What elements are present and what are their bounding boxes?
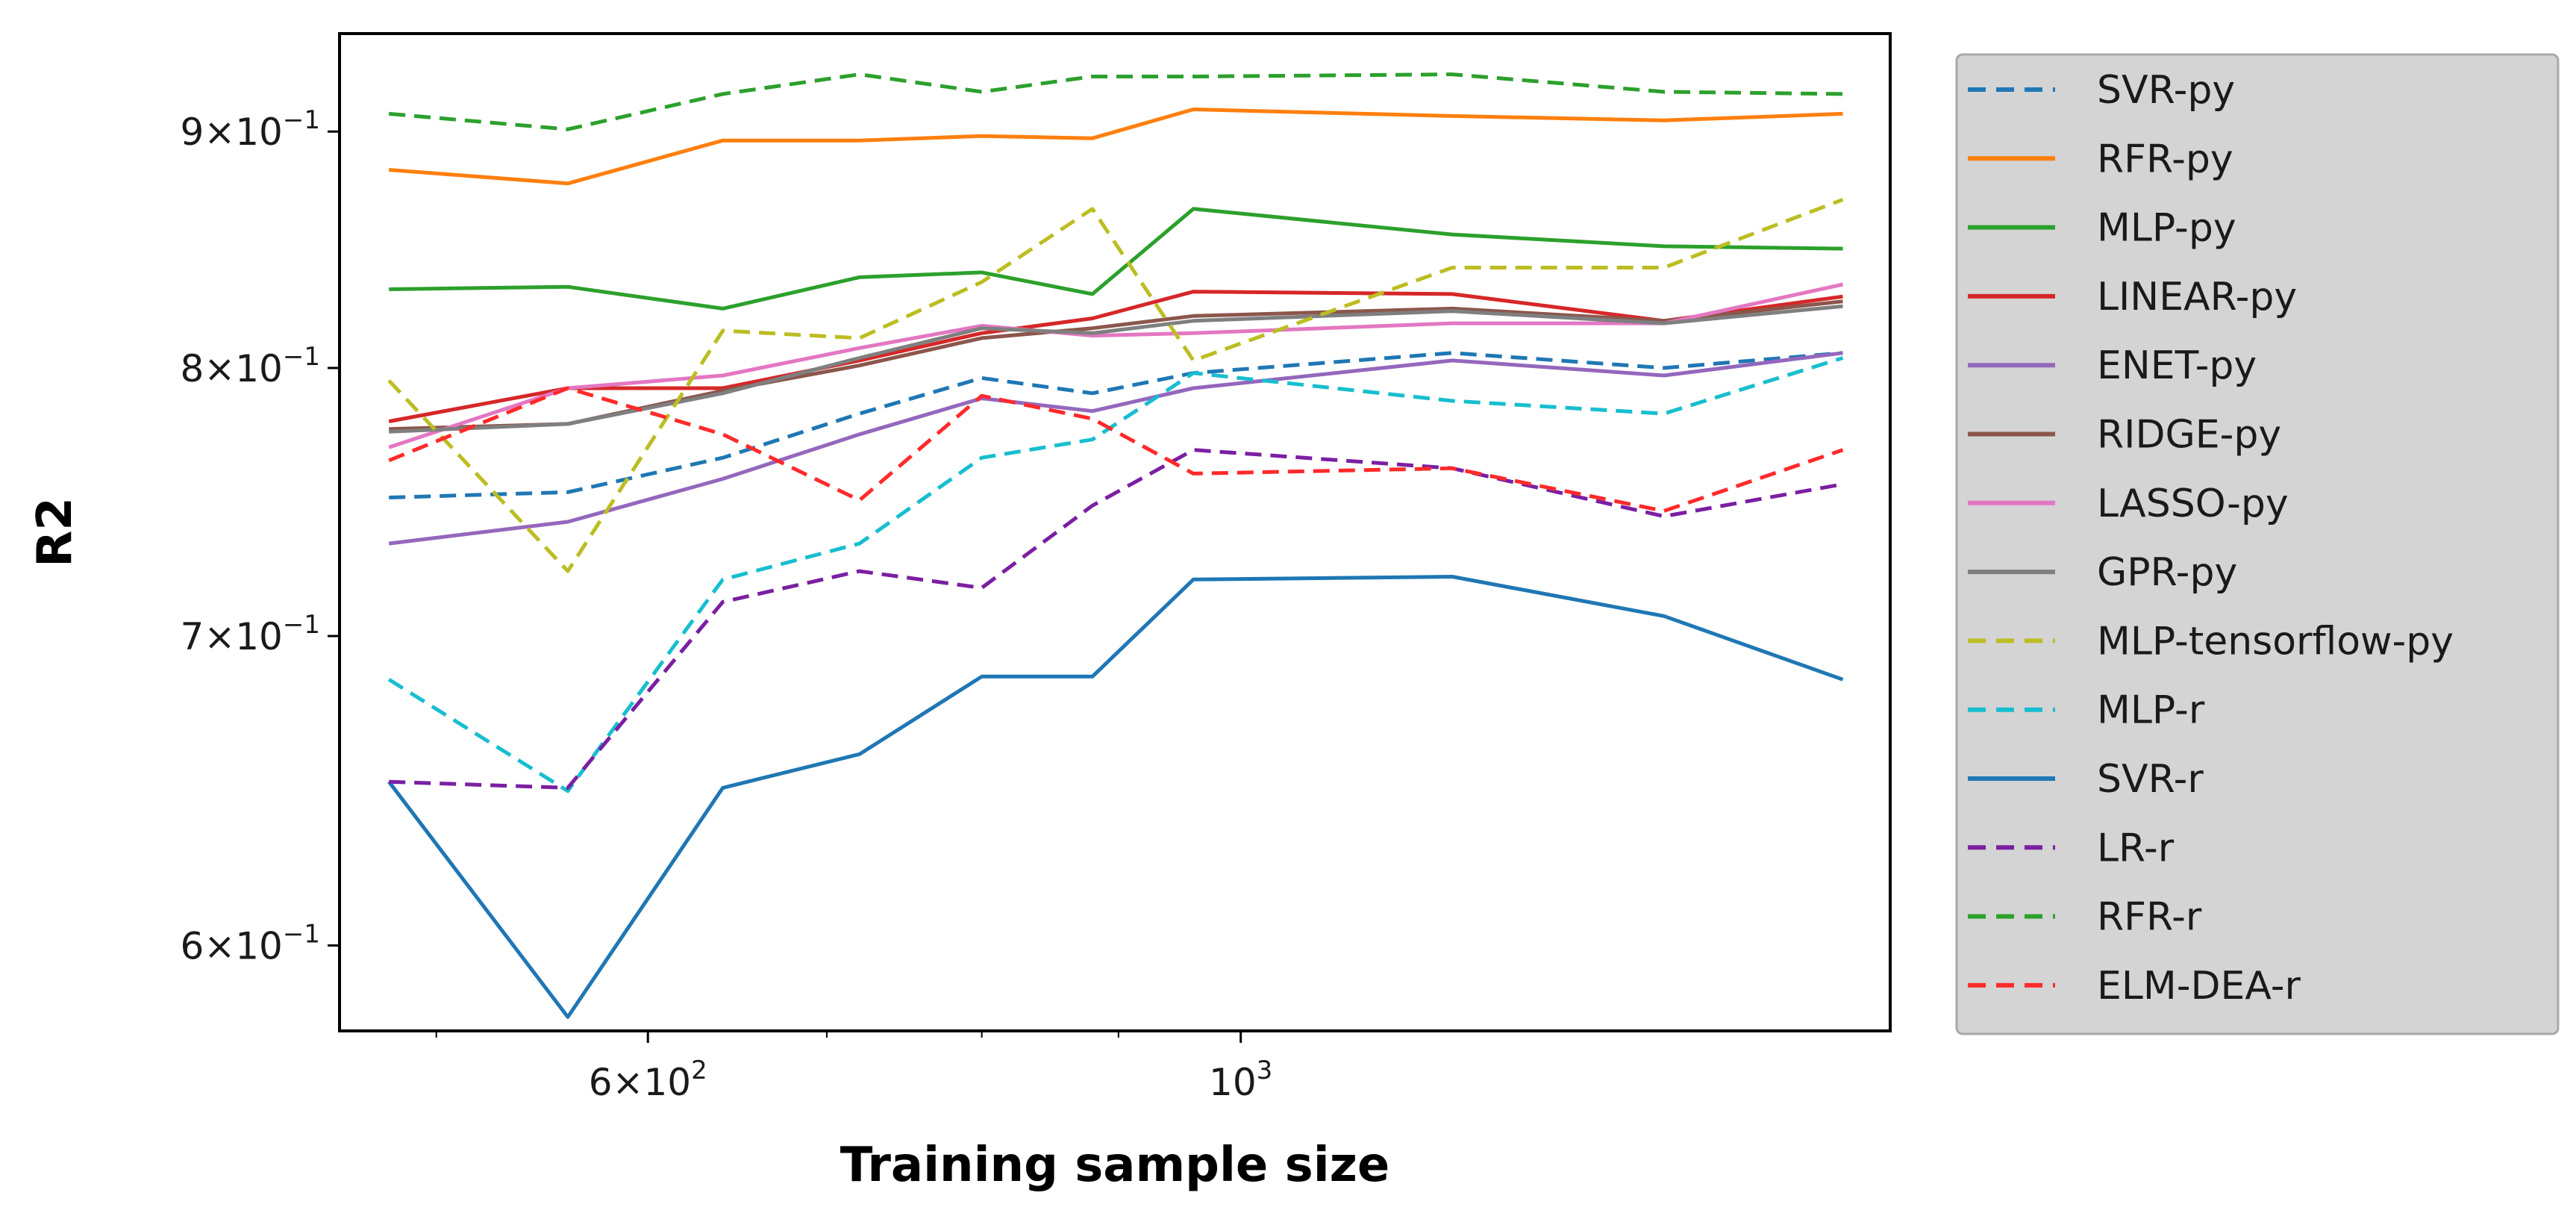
legend: SVR-py RFR-py MLP-py LINEAR-py ENET-py RIDGE-… bbox=[1955, 53, 2560, 1035]
series-line-linear-py bbox=[388, 290, 1843, 423]
legend-label: GPR-py bbox=[2097, 550, 2237, 595]
y-tick-label: 9×10−1 bbox=[181, 105, 320, 154]
y-tick-label: 6×10−1 bbox=[181, 920, 320, 968]
x-axis-label: Training sample size bbox=[840, 1138, 1390, 1193]
x-tick-label: 103 bbox=[1209, 1056, 1272, 1104]
series-line-svr-py bbox=[389, 351, 1843, 499]
series-layer bbox=[387, 72, 1844, 1019]
legend-label: LR-r bbox=[2097, 826, 2175, 870]
legend-label: SVR-r bbox=[2097, 757, 2204, 802]
legend-box bbox=[1955, 53, 2560, 1035]
legend-item: SVR-py bbox=[1968, 68, 2235, 113]
legend-label: MLP-tensorflow-py bbox=[2097, 619, 2454, 664]
x-axis: 6×102 103 bbox=[435, 1031, 1272, 1104]
legend-label: RFR-r bbox=[2097, 895, 2202, 940]
legend-item: ENET-py bbox=[1968, 343, 2257, 388]
legend-item: RIDGE-py bbox=[1968, 413, 2281, 458]
y-tick-label: 7×10−1 bbox=[181, 610, 320, 658]
x-tick-label: 6×102 bbox=[589, 1056, 707, 1104]
legend-item: GPR-py bbox=[1968, 550, 2237, 595]
legend-label: MLP-r bbox=[2097, 688, 2205, 733]
legend-label: MLP-py bbox=[2097, 206, 2236, 251]
series-line-gpr-py bbox=[389, 304, 1843, 434]
series-line-svr-r bbox=[387, 575, 1844, 1019]
y-axis: 6×10−1 7×10−1 8×10−1 9×10−1 bbox=[181, 105, 340, 968]
legend-item: RFR-py bbox=[1968, 137, 2233, 181]
series-line-rfr-r bbox=[388, 72, 1843, 131]
legend-item: MLP-py bbox=[1968, 206, 2236, 251]
series-line-enet-py bbox=[388, 351, 1843, 546]
legend-item: RFR-r bbox=[1968, 895, 2202, 940]
legend-item: MLP-tensorflow-py bbox=[1968, 619, 2454, 664]
legend-label: ENET-py bbox=[2097, 343, 2257, 388]
y-axis-label: R2 bbox=[28, 497, 83, 567]
legend-item: ELM-DEA-r bbox=[1968, 964, 2301, 1009]
legend-label: RFR-py bbox=[2097, 137, 2233, 181]
legend-label: ELM-DEA-r bbox=[2097, 964, 2301, 1009]
legend-label: RIDGE-py bbox=[2097, 413, 2281, 458]
series-line-rfr-py bbox=[389, 107, 1843, 186]
series-line-elm-dea-r bbox=[388, 386, 1844, 513]
series-line-mlp-py bbox=[389, 207, 1843, 311]
legend-item: LASSO-py bbox=[1968, 481, 2289, 526]
legend-label: SVR-py bbox=[2097, 68, 2235, 113]
legend-label: LINEAR-py bbox=[2097, 275, 2297, 320]
series-line-lr-r bbox=[389, 448, 1843, 790]
legend-label: LASSO-py bbox=[2097, 481, 2289, 526]
legend-item: MLP-r bbox=[1968, 688, 2205, 733]
legend-item: LR-r bbox=[1968, 826, 2175, 870]
legend-item: LINEAR-py bbox=[1968, 275, 2297, 320]
y-tick-label: 8×10−1 bbox=[181, 342, 320, 390]
plot-frame bbox=[338, 32, 1892, 1032]
series-line-mlp-r bbox=[387, 356, 1844, 794]
legend-item: SVR-r bbox=[1968, 757, 2204, 802]
